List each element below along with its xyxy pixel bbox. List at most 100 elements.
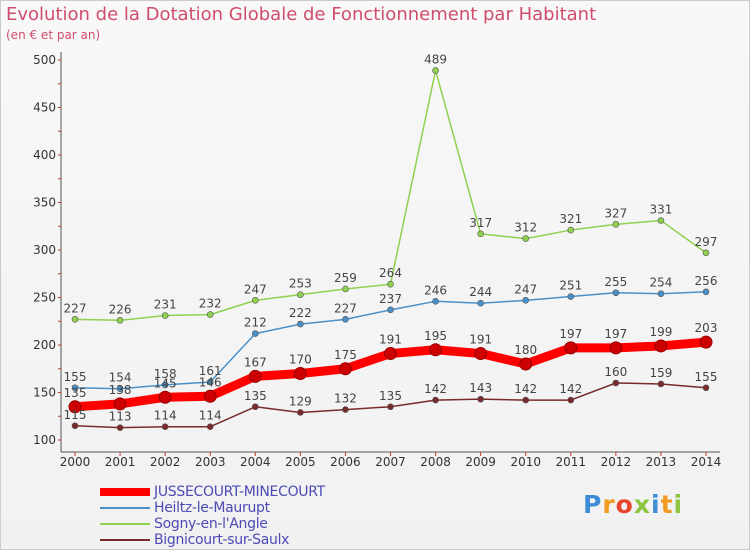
- legend-label-bignicourt: Bignicourt-sur-Saulx: [154, 532, 290, 548]
- data-label: 167: [244, 355, 267, 369]
- data-label: 135: [379, 389, 402, 403]
- data-label: 246: [424, 283, 447, 297]
- data-point: [654, 339, 668, 353]
- data-point: [116, 385, 124, 393]
- data-label: 159: [649, 366, 672, 380]
- data-point: [206, 378, 214, 386]
- legend-item-heiltz: Heiltz-le-Maurupt: [100, 500, 325, 516]
- data-point: [609, 341, 623, 355]
- data-point: [429, 343, 443, 357]
- y-tick-label: 450: [33, 101, 56, 115]
- data-label: 317: [469, 216, 492, 230]
- data-point: [297, 291, 304, 298]
- data-label: 138: [109, 383, 132, 397]
- data-label: 297: [695, 235, 718, 249]
- data-label: 175: [334, 348, 357, 362]
- logo-letter: o: [615, 490, 634, 519]
- y-tick-label: 300: [33, 243, 56, 257]
- data-point: [116, 424, 124, 431]
- x-tick-label: 2012: [601, 455, 632, 469]
- data-label: 199: [649, 325, 672, 339]
- data-point: [522, 235, 530, 242]
- data-label: 195: [424, 329, 447, 343]
- x-tick-label: 2006: [330, 455, 361, 469]
- legend-swatch-heiltz: [100, 507, 150, 509]
- data-label: 135: [64, 386, 87, 400]
- data-point: [297, 320, 304, 328]
- data-point: [293, 367, 307, 380]
- data-point: [612, 289, 620, 297]
- data-label: 132: [334, 392, 357, 406]
- chart-subtitle: (en € et par an): [6, 28, 101, 42]
- data-label: 227: [334, 301, 357, 315]
- data-point: [477, 230, 484, 238]
- data-label: 331: [649, 203, 672, 217]
- data-label: 145: [154, 376, 177, 390]
- data-point: [161, 423, 169, 431]
- x-tick-label: 2001: [105, 455, 136, 469]
- logo-letter: i: [651, 490, 661, 519]
- data-label: 155: [64, 370, 87, 384]
- y-tick-label: 350: [33, 196, 56, 210]
- data-point: [612, 379, 620, 387]
- data-label: 158: [154, 367, 177, 381]
- data-label: 191: [379, 333, 402, 347]
- data-label: 247: [244, 282, 267, 296]
- data-label: 160: [604, 365, 627, 379]
- data-point: [522, 297, 530, 304]
- x-tick-label: 2011: [556, 455, 587, 469]
- data-label: 180: [514, 343, 537, 357]
- data-label: 222: [289, 306, 312, 320]
- x-tick-label: 2003: [195, 455, 226, 469]
- logo-letter: i: [673, 490, 684, 519]
- data-point: [522, 396, 530, 404]
- legend-label-heiltz: Heiltz-le-Maurupt: [154, 500, 270, 516]
- y-tick-label: 150: [33, 386, 56, 400]
- data-point: [657, 380, 665, 388]
- data-label: 129: [289, 394, 312, 408]
- data-label: 244: [469, 285, 492, 299]
- data-point: [158, 390, 172, 404]
- data-label: 251: [559, 279, 582, 293]
- data-point: [113, 397, 127, 411]
- data-label: 154: [109, 371, 132, 385]
- y-tick-label: 500: [33, 53, 56, 67]
- data-label: 237: [379, 292, 402, 306]
- data-point: [206, 311, 214, 318]
- data-label: 146: [199, 375, 222, 389]
- data-label: 327: [604, 206, 627, 220]
- logo-letter: P: [583, 490, 603, 519]
- legend-item-bignicourt: Bignicourt-sur-Saulx: [100, 532, 325, 548]
- data-label: 489: [424, 52, 447, 66]
- legend-label-jussecourt: JUSSECOURT-MINECOURT: [154, 484, 325, 500]
- data-label: 253: [289, 277, 312, 291]
- data-point: [206, 423, 214, 431]
- data-point: [612, 221, 620, 228]
- data-point: [71, 384, 79, 392]
- data-label: 203: [695, 321, 718, 335]
- y-tick-label: 200: [33, 338, 56, 352]
- data-point: [432, 396, 439, 404]
- data-point: [567, 226, 575, 234]
- data-label: 142: [514, 382, 537, 396]
- data-point: [567, 293, 575, 300]
- data-label: 232: [199, 297, 222, 311]
- x-tick-label: 2000: [60, 455, 91, 469]
- data-label: 254: [649, 276, 672, 290]
- data-point: [161, 381, 169, 389]
- legend-item-jussecourt: JUSSECOURT-MINECOURT: [100, 484, 325, 500]
- y-tick-label: 100: [33, 433, 56, 447]
- data-label: 114: [154, 409, 177, 423]
- data-label: 191: [469, 333, 492, 347]
- data-point: [702, 249, 710, 257]
- data-label: 231: [154, 298, 177, 312]
- data-point: [657, 217, 665, 224]
- x-tick-label: 2002: [150, 455, 181, 469]
- y-tick-label: 400: [33, 148, 56, 162]
- legend-label-sogny: Sogny-en-l'Angle: [154, 516, 268, 532]
- data-point: [251, 330, 259, 337]
- data-label: 227: [64, 301, 87, 315]
- data-label: 212: [244, 316, 267, 330]
- data-point: [432, 297, 439, 305]
